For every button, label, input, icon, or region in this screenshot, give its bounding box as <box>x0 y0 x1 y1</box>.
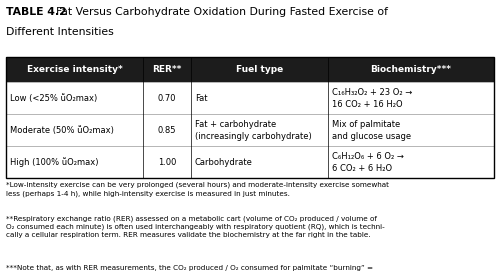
Text: **Respiratory exchange ratio (RER) assessed on a metabolic cart (volume of CO₂ p: **Respiratory exchange ratio (RER) asses… <box>6 215 385 239</box>
Bar <box>6 82 494 114</box>
Text: TABLE 4.2  Fat Versus Carbohydrate Oxidation During Fasted Exercise of
Different: TABLE 4.2 Fat Versus Carbohydrate Oxidat… <box>6 7 399 28</box>
Text: 1.00: 1.00 <box>158 158 176 167</box>
Text: Fat Versus Carbohydrate Oxidation During Fasted Exercise of: Fat Versus Carbohydrate Oxidation During… <box>49 7 388 17</box>
Bar <box>6 57 494 178</box>
Text: Fat + carbohydrate
(increasingly carbohydrate): Fat + carbohydrate (increasingly carbohy… <box>195 120 312 141</box>
Text: High (100% ṻO₂max): High (100% ṻO₂max) <box>10 157 99 167</box>
Text: Low (<25% ṻO₂max): Low (<25% ṻO₂max) <box>10 94 97 103</box>
Text: Carbohydrate: Carbohydrate <box>195 158 252 167</box>
Text: Fuel type: Fuel type <box>236 65 283 74</box>
Bar <box>6 146 494 178</box>
Text: 0.70: 0.70 <box>158 94 176 103</box>
Text: Exercise intensity*: Exercise intensity* <box>26 65 122 74</box>
Text: Different Intensities: Different Intensities <box>6 27 114 37</box>
Bar <box>6 57 494 82</box>
Bar <box>6 114 494 146</box>
Text: Fat: Fat <box>195 94 207 103</box>
Text: *Low-intensity exercise can be very prolonged (several hours) and moderate-inten: *Low-intensity exercise can be very prol… <box>6 182 389 197</box>
Text: C₆H₁₂O₆ + 6 O₂ →
6 CO₂ + 6 H₂O: C₆H₁₂O₆ + 6 O₂ → 6 CO₂ + 6 H₂O <box>332 152 404 173</box>
Text: 0.85: 0.85 <box>158 126 176 135</box>
Text: TABLE 4.2: TABLE 4.2 <box>6 7 67 17</box>
Text: ***Note that, as with RER measurements, the CO₂ produced / O₂ consumed for palmi: ***Note that, as with RER measurements, … <box>6 265 373 272</box>
Text: C₁₆H₃₂O₂ + 23 O₂ →
16 CO₂ + 16 H₂O: C₁₆H₃₂O₂ + 23 O₂ → 16 CO₂ + 16 H₂O <box>332 88 412 109</box>
Text: RER**: RER** <box>152 65 182 74</box>
Text: Moderate (50% ṻO₂max): Moderate (50% ṻO₂max) <box>10 126 114 135</box>
Text: Mix of palmitate
and glucose usage: Mix of palmitate and glucose usage <box>332 120 411 141</box>
Text: Biochemistry***: Biochemistry*** <box>370 65 452 74</box>
